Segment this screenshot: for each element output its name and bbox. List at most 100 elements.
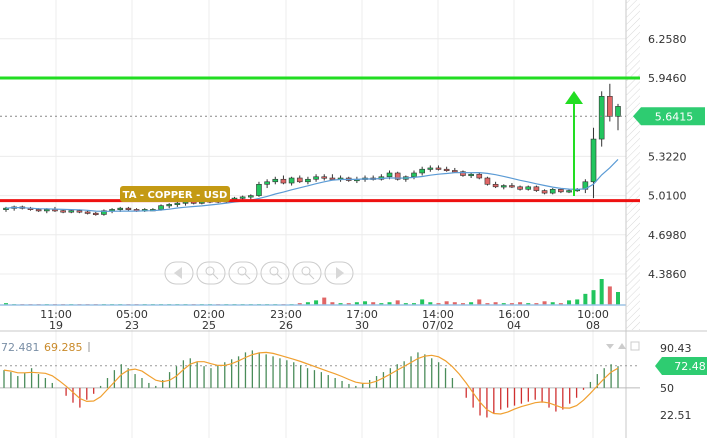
maximize-panel-icon[interactable] xyxy=(630,341,640,351)
volume-bar xyxy=(379,303,384,305)
candle-up[interactable] xyxy=(411,172,417,178)
candle-up[interactable] xyxy=(468,173,474,177)
candle-up[interactable] xyxy=(615,106,621,117)
pan-icon[interactable] xyxy=(292,261,322,285)
candle-up[interactable] xyxy=(590,138,597,183)
candle-down[interactable] xyxy=(492,183,499,188)
date-tick-label: 08 xyxy=(586,319,600,332)
volume-bar xyxy=(534,303,539,305)
candle-down[interactable] xyxy=(484,177,491,185)
candle-up[interactable] xyxy=(525,186,532,190)
date-tick-label: 19 xyxy=(49,319,63,332)
candle-up[interactable] xyxy=(288,177,295,184)
time-tick-label: 10:00 xyxy=(577,308,609,321)
price-tick-label: 5.3220 xyxy=(648,150,687,163)
candle-up[interactable] xyxy=(43,209,50,212)
candle-down[interactable] xyxy=(435,167,442,170)
volume-bar xyxy=(346,303,351,305)
candle-down[interactable] xyxy=(476,173,483,179)
volume-bar xyxy=(371,302,376,305)
candle-down[interactable] xyxy=(541,190,548,194)
candle-down[interactable] xyxy=(35,209,42,212)
candle-down[interactable] xyxy=(92,212,99,215)
candle-up[interactable] xyxy=(239,196,246,199)
indicator-panel-controls[interactable] xyxy=(606,341,640,351)
price-axis[interactable]: 6.2580 5.9460 5.3220 5.0100 4.6980 4.3860 xyxy=(648,33,687,281)
volume-bar xyxy=(575,299,580,305)
indicator-tick-label: 50 xyxy=(660,382,674,395)
candle-up[interactable] xyxy=(386,172,393,178)
volume-bar xyxy=(403,303,408,305)
volume-bar xyxy=(607,286,612,305)
time-tick-label: 11:00 xyxy=(40,308,72,321)
candle-up[interactable] xyxy=(158,205,164,210)
candle-down[interactable] xyxy=(321,176,328,179)
candle-up[interactable] xyxy=(256,183,262,196)
candle-down[interactable] xyxy=(394,172,401,180)
candle-down[interactable] xyxy=(296,177,303,183)
candle-down[interactable] xyxy=(460,171,466,176)
candle-up[interactable] xyxy=(264,181,270,185)
indicator-tick-label: 22.51 xyxy=(660,409,692,422)
candle-down[interactable] xyxy=(125,207,132,210)
volume-bar xyxy=(526,303,531,305)
price-tick-label: 5.9460 xyxy=(648,72,687,85)
volume-bar xyxy=(452,302,457,305)
volume-bar xyxy=(444,301,449,305)
volume-bar xyxy=(509,303,514,305)
volume-bar xyxy=(436,303,441,305)
volume-bar xyxy=(395,300,400,305)
candle-down[interactable] xyxy=(84,211,91,214)
candle-up[interactable] xyxy=(174,202,181,205)
zoom-reset-icon[interactable] xyxy=(260,261,290,285)
scroll-left-icon[interactable] xyxy=(164,261,194,285)
up-arrow-icon[interactable] xyxy=(565,91,583,196)
candle-up[interactable] xyxy=(101,210,107,215)
candle-up[interactable] xyxy=(117,207,124,210)
candle-down[interactable] xyxy=(451,170,458,173)
volume-bar xyxy=(363,301,368,305)
candle-up[interactable] xyxy=(427,167,434,170)
candle-up[interactable] xyxy=(419,168,425,174)
drawing-toolbar xyxy=(164,261,354,285)
grid-lines xyxy=(0,0,626,438)
candle-up[interactable] xyxy=(549,189,556,194)
candle-down[interactable] xyxy=(533,186,540,191)
moving-average-line xyxy=(5,158,619,212)
volume-bar xyxy=(338,303,343,305)
zoom-out-icon[interactable] xyxy=(228,261,258,285)
date-tick-label: 30 xyxy=(355,319,369,332)
time-tick-label: 17:00 xyxy=(346,308,378,321)
candle-down[interactable] xyxy=(509,185,515,188)
candle-up[interactable] xyxy=(313,176,319,180)
candle-up[interactable] xyxy=(248,195,254,198)
candle-down[interactable] xyxy=(517,186,523,190)
candle-up[interactable] xyxy=(272,178,279,183)
candle-up[interactable] xyxy=(68,210,75,213)
indicator-tick-label: 90.43 xyxy=(660,342,692,355)
zoom-in-icon[interactable] xyxy=(196,261,226,285)
candle-down[interactable] xyxy=(60,210,66,213)
candle-up[interactable] xyxy=(500,185,507,188)
volume-bar xyxy=(550,302,555,305)
candle-up[interactable] xyxy=(566,190,572,193)
scroll-right-icon[interactable] xyxy=(324,261,354,285)
volume-bar xyxy=(599,279,604,305)
candle-down[interactable] xyxy=(76,210,83,213)
candle-down[interactable] xyxy=(558,189,564,193)
candle-up[interactable] xyxy=(166,204,172,207)
collapse-panel-icon[interactable] xyxy=(606,344,614,349)
candle-up[interactable] xyxy=(305,178,311,183)
candle-down[interactable] xyxy=(280,178,287,184)
volume-bar xyxy=(501,303,506,305)
candle-up[interactable] xyxy=(598,96,605,140)
expand-panel-icon[interactable] xyxy=(618,343,626,349)
candle-down[interactable] xyxy=(329,177,336,180)
volume-bar xyxy=(428,302,433,305)
candle-down[interactable] xyxy=(607,96,613,117)
candle-down[interactable] xyxy=(443,168,450,172)
indicator-panel: 90.43 50 22.51 xyxy=(0,342,692,422)
